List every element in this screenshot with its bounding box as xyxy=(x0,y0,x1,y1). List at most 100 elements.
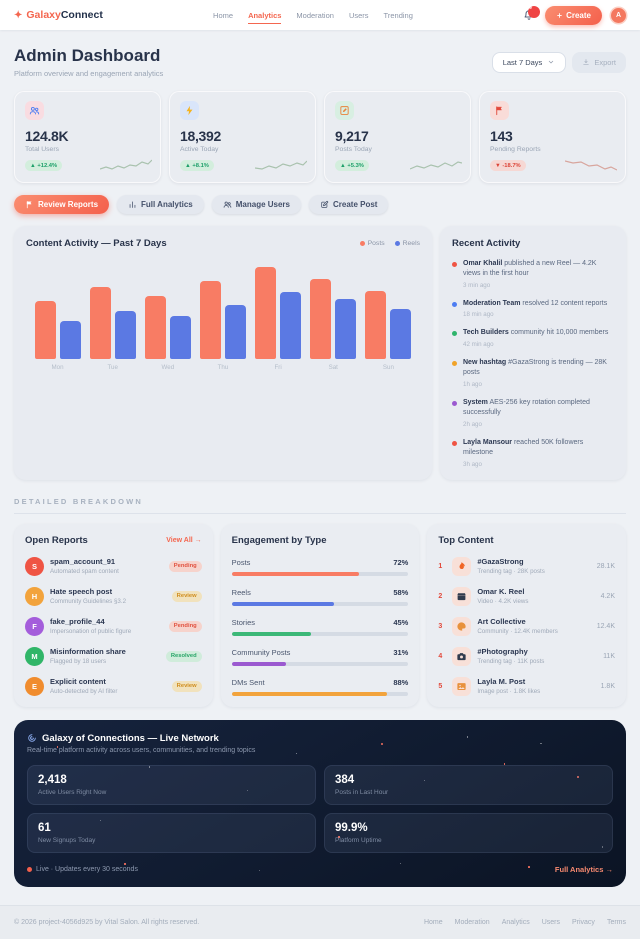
create-post-button[interactable]: Create Post xyxy=(309,194,389,214)
report-avatar: H xyxy=(25,586,44,606)
content-metric: 1.8K xyxy=(600,682,615,690)
content-subtitle: Trending tag · 28K posts xyxy=(477,567,545,575)
content-metric: 12.4K xyxy=(596,622,615,630)
live-stat-new-signups: 61 New Signups Today xyxy=(27,812,316,853)
engagement-row: Stories 45% xyxy=(231,618,409,636)
status-badge: Review xyxy=(171,590,202,602)
activity-item: Layla Mansour reached 50K followers mile… xyxy=(452,438,614,468)
footer-link-terms[interactable]: Terms xyxy=(606,918,626,926)
nav-item-moderation[interactable]: Moderation xyxy=(296,11,334,20)
activity-actor: System xyxy=(463,398,488,406)
posts-bar xyxy=(89,286,111,359)
user-avatar[interactable]: A xyxy=(610,7,626,23)
activity-dot xyxy=(452,360,457,366)
engagement-label: Reels xyxy=(231,587,251,597)
footer-link-privacy[interactable]: Privacy xyxy=(571,918,595,926)
nav-item-trending[interactable]: Trending xyxy=(383,11,413,20)
manage-users-button[interactable]: Manage Users xyxy=(211,194,301,214)
activity-text: #GazaStrong is trending — 28K posts xyxy=(463,358,607,377)
live-stat-uptime: 99.9% Platform Uptime xyxy=(324,812,613,853)
top-content-row[interactable]: 4 #Photography Trending tag · 11K posts 1… xyxy=(438,646,615,666)
create-button[interactable]: Create xyxy=(545,5,602,25)
stat-label: Total Users xyxy=(25,146,59,153)
view-all-link[interactable]: View All → xyxy=(166,536,202,544)
sparkline xyxy=(255,160,307,170)
live-stat-value: 99.9% xyxy=(335,821,368,834)
top-content-row[interactable]: 3 Art Collective Community · 12.4K member… xyxy=(438,616,615,636)
report-row[interactable]: F fake_profile_44 Impersonation of public… xyxy=(25,616,202,636)
live-stat-label: Platform Uptime xyxy=(335,836,382,844)
nav-item-analytics[interactable]: Analytics xyxy=(248,6,282,24)
rank-number: 2 xyxy=(438,592,443,600)
top-content-row[interactable]: 1 #GazaStrong Trending tag · 28K posts 28… xyxy=(438,556,615,576)
live-network-subtitle: Real-time platform activity across users… xyxy=(27,746,256,754)
bolt-icon xyxy=(184,105,195,116)
plus-icon xyxy=(556,12,563,19)
stat-value: 18,392 xyxy=(180,128,222,144)
delta-badge: ▲ +8.1% xyxy=(180,160,214,171)
engagement-row: Reels 58% xyxy=(231,587,409,606)
activity-text: community hit 10,000 members xyxy=(508,329,609,336)
posts-bar xyxy=(365,291,387,359)
nav-item-home[interactable]: Home xyxy=(213,11,234,20)
live-pulse-dot xyxy=(27,866,32,872)
nav-item-users[interactable]: Users xyxy=(348,11,369,20)
report-row[interactable]: S spam_account_91 Automated spam content … xyxy=(25,556,202,576)
engagement-row: Community Posts 31% xyxy=(231,648,409,666)
status-badge: Resolved xyxy=(165,650,202,662)
export-button[interactable]: Export xyxy=(572,51,626,73)
review-reports-button[interactable]: Review Reports xyxy=(14,194,110,214)
open-reports-title: Open Reports xyxy=(25,534,88,546)
manage-users-label: Manage Users xyxy=(235,199,290,209)
report-row[interactable]: M Misinformation share Flagged by 18 user… xyxy=(25,646,202,666)
activity-dot xyxy=(452,400,457,406)
progress-fill xyxy=(231,571,359,576)
report-row[interactable]: H Hate speech post Community Guidelines §… xyxy=(25,586,202,606)
report-avatar: S xyxy=(25,556,44,576)
date-range-dropdown[interactable]: Last 7 Days xyxy=(491,51,567,73)
footer-link-analytics[interactable]: Analytics xyxy=(501,918,530,926)
report-subtitle: Community Guidelines §3.2 xyxy=(50,597,127,605)
legend-label-reels: Reels xyxy=(402,239,420,247)
image-icon xyxy=(456,681,467,692)
progress-fill xyxy=(231,661,287,666)
flag-icon xyxy=(25,200,34,209)
page-header: Admin Dashboard Platform overview and en… xyxy=(0,30,640,91)
top-content-row[interactable]: 5 Layla M. Post Image post · 1.8K likes 1… xyxy=(438,676,615,696)
footer-link-home[interactable]: Home xyxy=(423,918,443,926)
bar-group-sat xyxy=(310,267,357,359)
full-analytics-link[interactable]: Full Analytics → xyxy=(554,864,613,874)
notifications-button[interactable]: 9 xyxy=(523,5,541,22)
live-stat-active-users: 2,418 Active Users Right Now xyxy=(27,764,316,805)
date-range-label: Last 7 Days xyxy=(502,57,543,67)
top-content-title: Top Content xyxy=(438,534,494,546)
stats-row: 124.8K Total Users ▲ +12.4% 18,392 Activ… xyxy=(14,91,626,183)
x-tick: Sat xyxy=(328,363,338,371)
full-analytics-label: Full Analytics xyxy=(141,199,193,209)
edit-icon xyxy=(320,200,329,209)
x-axis-labels: Mon Tue Wed Thu Fri Sat Sun xyxy=(26,364,420,371)
activity-item: Moderation Team resolved 12 content repo… xyxy=(452,299,614,318)
content-subtitle: Trending tag · 11K posts xyxy=(477,657,545,665)
content-title: Layla M. Post xyxy=(477,677,526,687)
full-analytics-button[interactable]: Full Analytics xyxy=(117,194,204,214)
report-title: Misinformation share xyxy=(50,647,126,657)
activity-actor: Layla Mansour xyxy=(463,438,513,446)
activity-item: New hashtag #GazaStrong is trending — 28… xyxy=(452,358,614,388)
stat-card-active-today: 18,392 Active Today ▲ +8.1% xyxy=(169,91,316,183)
top-content-row[interactable]: 2 Omar K. Reel Video · 4.2K views 4.2K xyxy=(438,586,615,606)
galaxy-icon xyxy=(27,733,37,743)
progress-fill xyxy=(231,691,388,696)
bar-group-thu xyxy=(199,267,246,359)
report-subtitle: Automated spam content xyxy=(50,567,119,575)
footer-link-users[interactable]: Users xyxy=(541,918,560,926)
activity-dot xyxy=(452,301,457,307)
content-subtitle: Video · 4.2K views xyxy=(477,597,529,605)
delta-badge: ▲ +5.3% xyxy=(335,160,369,171)
report-row[interactable]: E Explicit content Auto-detected by AI fi… xyxy=(25,676,202,696)
stat-label: Pending Reports xyxy=(490,146,541,153)
content-activity-chart-card: Content Activity — Past 7 Days Posts Ree… xyxy=(14,225,432,480)
footer-link-moderation[interactable]: Moderation xyxy=(454,918,490,926)
live-stat-value: 2,418 xyxy=(38,773,67,786)
bar-group-sun xyxy=(365,267,412,359)
